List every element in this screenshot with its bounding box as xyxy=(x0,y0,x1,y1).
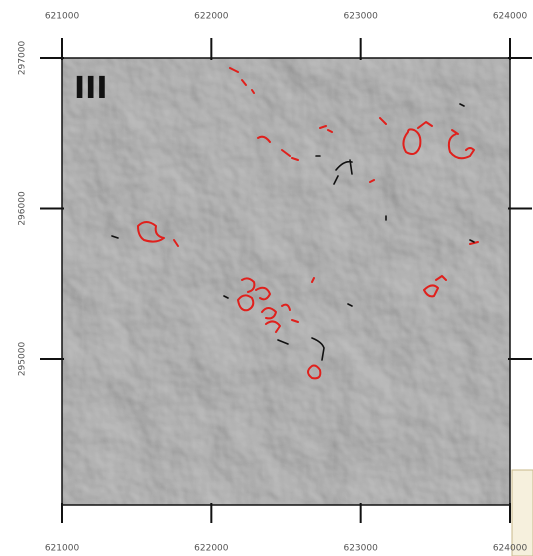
x-tick-label-bottom: 622000 xyxy=(194,544,229,554)
x-tick-label-bottom: 624000 xyxy=(493,544,528,554)
map-figure: III 621000 621000 622000 622000 623000 623000… xyxy=(0,0,533,556)
panel-label: III xyxy=(74,71,108,106)
y-tick-label: 297000 xyxy=(18,41,28,76)
x-tick-label-top: 622000 xyxy=(194,12,229,22)
x-tick-label-bottom: 623000 xyxy=(343,544,378,554)
x-tick-label-top: 623000 xyxy=(343,12,378,22)
hillshade-relief xyxy=(62,58,510,505)
x-tick-label-top: 621000 xyxy=(45,12,80,22)
y-tick-label: 295000 xyxy=(18,342,28,377)
x-tick-label-top: 624000 xyxy=(493,12,528,22)
x-tick-label-bottom: 621000 xyxy=(45,544,80,554)
y-tick-label: 296000 xyxy=(18,191,28,226)
